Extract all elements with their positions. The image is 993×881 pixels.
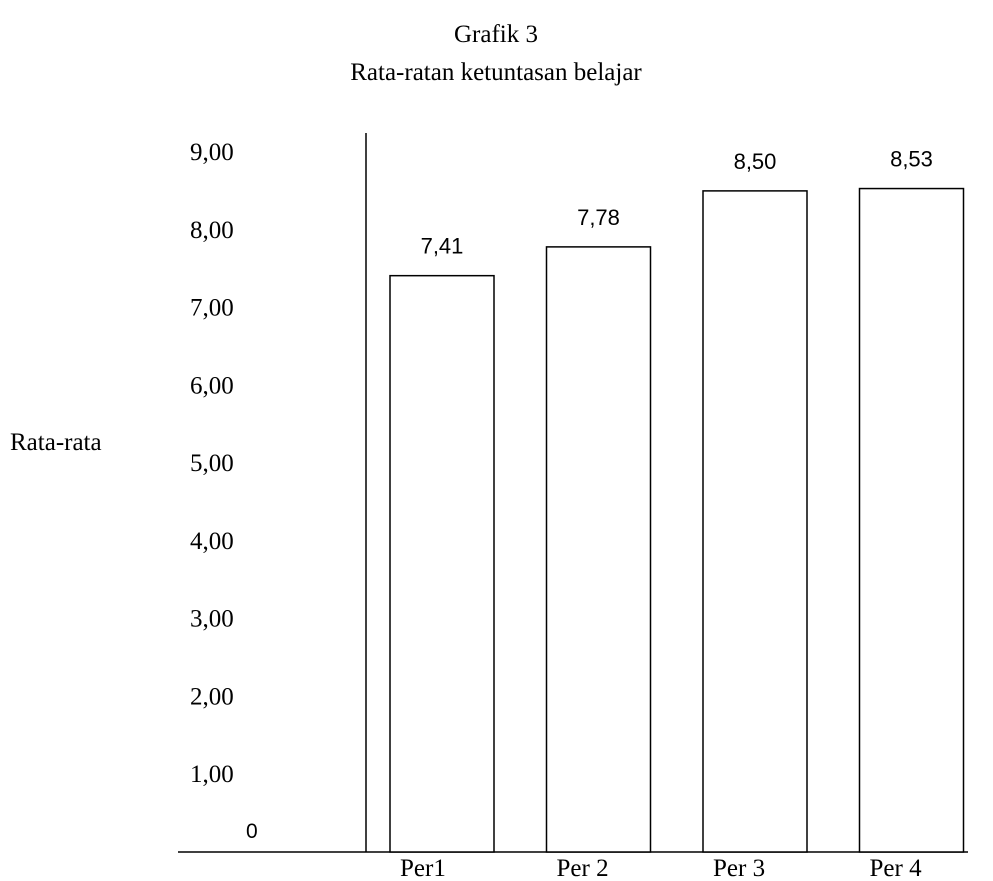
- y-tick-label: 4,00: [190, 528, 234, 555]
- bar: [545, 246, 652, 853]
- y-tick-labels: 0 1,00 2,00 3,00 4,00 5,00 6,00 7,00 8,00 9,00: [190, 139, 258, 843]
- value-labels: 7,41 7,78 8,50 8,53: [421, 147, 933, 259]
- y-tick-label: 2,00: [190, 683, 234, 710]
- y-tick-label: 5,00: [190, 450, 234, 477]
- y-tick-label: 6,00: [190, 372, 234, 399]
- bars: [389, 187, 965, 853]
- y-axis-label: Rata-rata: [10, 429, 102, 456]
- bar-value-label: 8,53: [890, 147, 933, 172]
- y-tick-label: 7,00: [190, 295, 234, 322]
- bar: [858, 187, 965, 853]
- x-tick-label: Per 3: [713, 855, 765, 881]
- x-tick-label: Per 2: [557, 855, 609, 881]
- x-tick-label: Per 4: [870, 855, 923, 881]
- chart-subtitle: Rata-ratan ketuntasan belajar: [350, 59, 642, 86]
- x-tick-label: Per1: [400, 855, 446, 881]
- bar-value-label: 8,50: [734, 149, 777, 174]
- y-tick-label: 3,00: [190, 606, 234, 633]
- bar-value-label: 7,78: [577, 205, 620, 230]
- y-tick-label: 8,00: [190, 217, 234, 244]
- y-tick-label: 1,00: [190, 761, 234, 788]
- y-tick-label: 0: [246, 820, 258, 843]
- chart-title: Grafik 3: [454, 21, 538, 48]
- bar: [702, 190, 808, 853]
- y-tick-label: 9,00: [190, 139, 234, 166]
- bar: [389, 274, 495, 853]
- bar-value-label: 7,41: [421, 234, 464, 259]
- x-tick-labels: Per1 Per 2 Per 3 Per 4: [400, 855, 922, 881]
